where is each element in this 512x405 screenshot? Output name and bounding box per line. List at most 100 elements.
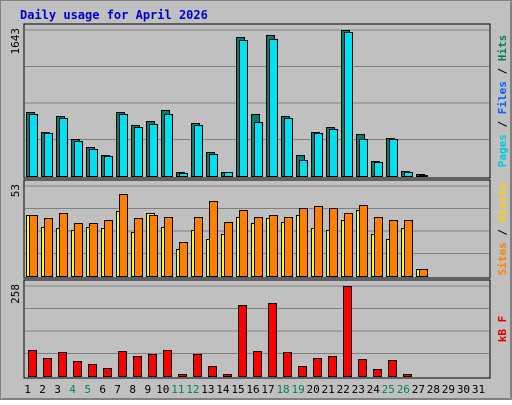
legend-part: Files bbox=[496, 81, 509, 114]
bar bbox=[88, 364, 97, 377]
bar bbox=[224, 172, 233, 177]
bar bbox=[403, 374, 412, 377]
day-label: 11 bbox=[171, 383, 184, 396]
bar bbox=[134, 218, 143, 277]
bar bbox=[164, 114, 173, 177]
legend-part: kB F bbox=[496, 316, 509, 343]
bar bbox=[193, 354, 202, 377]
day-label: 14 bbox=[216, 383, 230, 396]
legend-part: / bbox=[496, 61, 509, 81]
bar bbox=[254, 122, 263, 177]
bar bbox=[389, 220, 398, 277]
bar bbox=[328, 356, 337, 377]
bar bbox=[269, 215, 278, 277]
bar bbox=[268, 303, 277, 377]
bar bbox=[404, 172, 413, 177]
day-label: 21 bbox=[322, 383, 335, 396]
bar bbox=[374, 162, 383, 177]
bar bbox=[119, 194, 128, 277]
bar bbox=[388, 360, 397, 377]
bar bbox=[239, 210, 248, 277]
day-label: 18 bbox=[276, 383, 289, 396]
bar bbox=[209, 154, 218, 177]
day-label: 20 bbox=[307, 383, 320, 396]
bar bbox=[419, 175, 428, 177]
panel-volume: 258 kB F bbox=[9, 279, 509, 379]
day-label: 1 bbox=[24, 383, 31, 396]
day-label: 25 bbox=[382, 383, 395, 396]
bar bbox=[373, 369, 382, 377]
bar bbox=[73, 361, 82, 377]
bar bbox=[104, 220, 113, 277]
bar bbox=[314, 206, 323, 277]
bar bbox=[103, 368, 112, 377]
bar bbox=[329, 129, 338, 177]
day-label: 30 bbox=[457, 383, 470, 396]
bar bbox=[134, 127, 143, 177]
y-max-label: 53 bbox=[9, 184, 22, 197]
bar bbox=[28, 350, 37, 377]
bar bbox=[74, 223, 83, 277]
day-label: 26 bbox=[397, 383, 410, 396]
bar bbox=[329, 208, 338, 277]
day-label: 7 bbox=[114, 383, 121, 396]
bar bbox=[149, 215, 158, 277]
day-label: 10 bbox=[156, 383, 169, 396]
legend-part: / bbox=[496, 114, 509, 134]
panel-legend-label: Pages / Files / Hits bbox=[496, 35, 509, 168]
bar bbox=[148, 354, 157, 377]
legend-part: / bbox=[496, 222, 509, 242]
day-label: 27 bbox=[412, 383, 425, 396]
bar bbox=[389, 139, 398, 177]
panel-visitors: 53 Sites / Visits bbox=[9, 179, 509, 279]
bar bbox=[179, 173, 188, 177]
y-max-label: 1643 bbox=[9, 28, 22, 55]
bar bbox=[164, 217, 173, 277]
day-axis-labels: 1 2 3 4 5 6 7 8 9 10 11 12 13 14 15 16 17 18 19 20 21 22 23 24 2… bbox=[24, 383, 485, 396]
bar bbox=[253, 351, 262, 377]
day-label: 23 bbox=[352, 383, 365, 396]
bar bbox=[284, 217, 293, 277]
day-label: 12 bbox=[186, 383, 199, 396]
bar bbox=[238, 305, 247, 377]
bar bbox=[163, 350, 172, 377]
chart-title: Daily usage for April 2026 bbox=[20, 8, 208, 22]
day-label: 15 bbox=[231, 383, 244, 396]
bar bbox=[269, 39, 278, 177]
bar bbox=[299, 160, 308, 177]
day-label: 29 bbox=[442, 383, 455, 396]
day-label: 19 bbox=[291, 383, 304, 396]
bar bbox=[44, 133, 53, 177]
bar bbox=[359, 139, 368, 177]
day-label: 5 bbox=[84, 383, 91, 396]
bar bbox=[314, 133, 323, 177]
panel-legend-label: kB F bbox=[496, 316, 509, 343]
panel-legend-label: Sites / Visits bbox=[496, 183, 509, 276]
bar bbox=[149, 124, 158, 177]
bar bbox=[344, 32, 353, 177]
day-label: 3 bbox=[54, 383, 61, 396]
day-label: 22 bbox=[337, 383, 350, 396]
bar bbox=[104, 156, 113, 177]
bar bbox=[59, 118, 68, 177]
bar bbox=[224, 222, 233, 277]
bar bbox=[239, 40, 248, 177]
bar bbox=[208, 366, 217, 377]
bar bbox=[344, 213, 353, 277]
bar bbox=[43, 358, 52, 377]
day-label: 8 bbox=[129, 383, 136, 396]
bar bbox=[343, 286, 352, 377]
bar bbox=[74, 141, 83, 177]
bar bbox=[404, 220, 413, 277]
bar bbox=[29, 215, 38, 277]
bar bbox=[283, 352, 292, 377]
bar bbox=[284, 118, 293, 177]
bar bbox=[194, 125, 203, 177]
bar bbox=[194, 217, 203, 277]
day-label: 13 bbox=[201, 383, 214, 396]
bar bbox=[133, 356, 142, 377]
day-label: 2 bbox=[39, 383, 46, 396]
day-label: 28 bbox=[427, 383, 440, 396]
bar bbox=[313, 358, 322, 377]
